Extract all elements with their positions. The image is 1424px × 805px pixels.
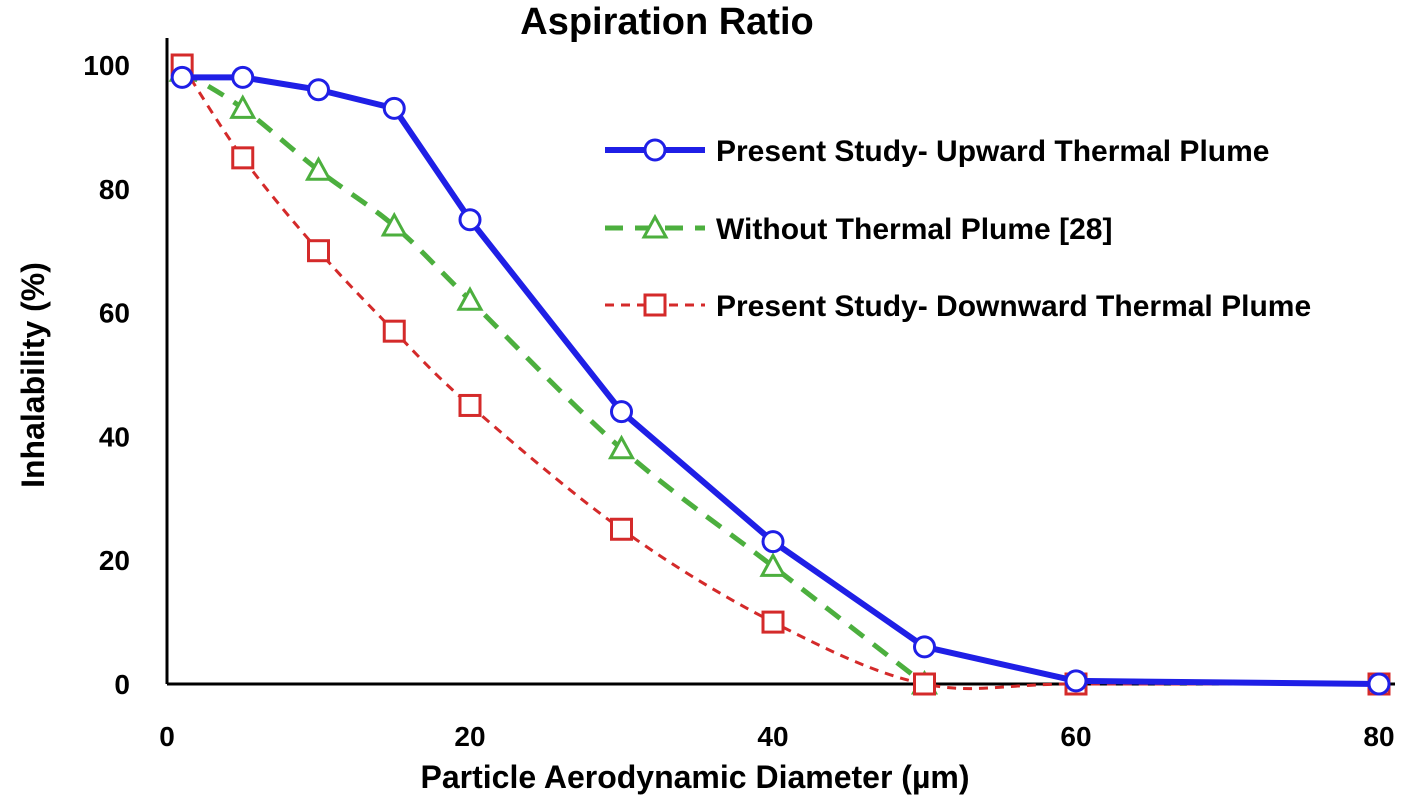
data-point (231, 146, 255, 170)
data-point (913, 635, 936, 659)
data-point (1367, 672, 1391, 696)
data-point (607, 434, 636, 460)
series-circle (170, 65, 1391, 696)
data-point (382, 96, 406, 120)
data-point (761, 610, 785, 634)
legend: Present Study- Upward Thermal Plume Witho… (605, 135, 1311, 323)
data-point (380, 211, 408, 237)
y-tick-label: 40 (99, 421, 130, 452)
x-axis-label: Particle Aerodynamic Diameter (µm) (421, 759, 970, 795)
data-point (913, 672, 936, 696)
legend-label: Present Study- Upward Thermal Plume (716, 135, 1269, 168)
data-point (231, 65, 255, 89)
data-point (456, 286, 484, 311)
chart-title: Aspiration Ratio (520, 1, 813, 43)
tick-labels: 0 20 40 60 80 100 0 20 40 60 80 (83, 50, 1394, 752)
y-tick-label: 100 (83, 50, 130, 81)
legend-label: Without Thermal Plume [28] (716, 213, 1112, 246)
data-point (458, 208, 482, 232)
x-tick-label: 80 (1363, 721, 1394, 752)
legend-marker (643, 293, 667, 317)
data-point (1064, 669, 1088, 693)
data-point (307, 78, 330, 102)
y-tick-label: 60 (99, 298, 130, 329)
x-tick-label: 40 (757, 721, 788, 752)
data-point (761, 530, 785, 554)
legend-label: Present Study- Downward Thermal Plume (716, 290, 1311, 323)
data-point (170, 65, 194, 89)
data-point (307, 239, 330, 263)
data-point (458, 393, 482, 417)
x-tick-label: 0 (159, 721, 175, 752)
data-point (610, 517, 633, 541)
data-point (610, 400, 633, 424)
y-tick-label: 80 (99, 174, 130, 205)
x-tick-label: 60 (1060, 721, 1091, 752)
data-point (382, 319, 406, 343)
data-point (759, 552, 787, 577)
legend-marker (641, 213, 669, 239)
series-layer (168, 53, 1391, 696)
series-line (182, 74, 1380, 687)
data-point (229, 94, 257, 119)
y-axis-label: Inhalability (%) (15, 262, 51, 488)
x-tick-label: 20 (454, 721, 485, 752)
data-point (304, 156, 333, 181)
legend-marker (643, 138, 667, 162)
y-tick-label: 20 (99, 545, 130, 576)
y-tick-label: 0 (114, 669, 130, 700)
